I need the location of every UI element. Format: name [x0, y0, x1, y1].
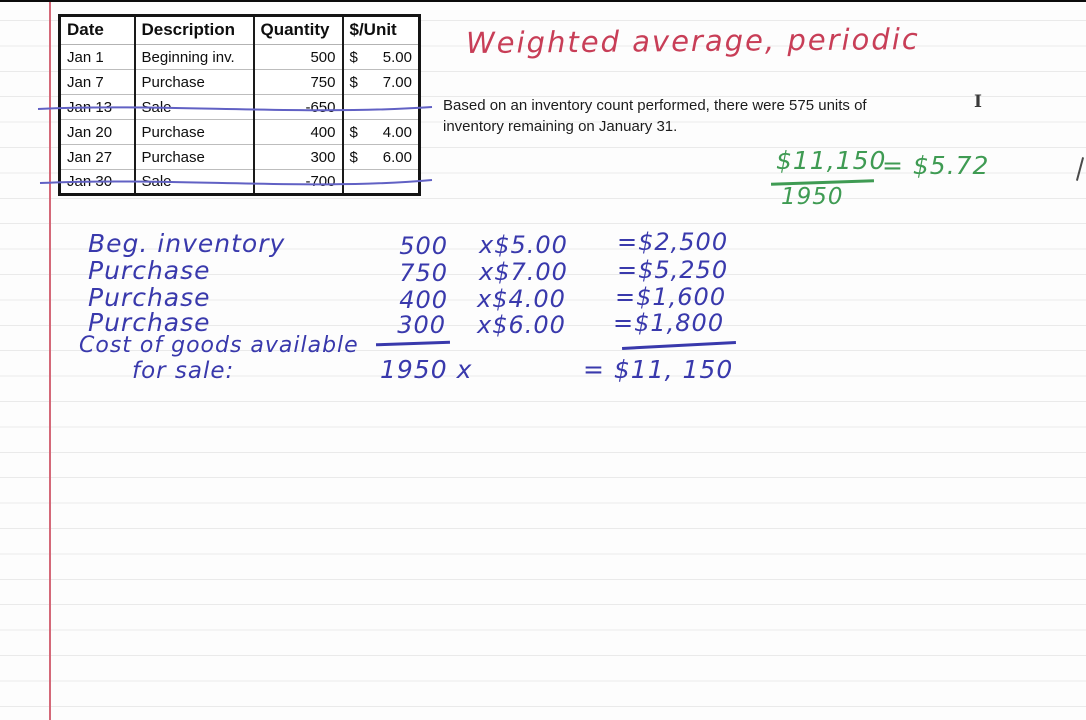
top-edge-line [0, 0, 1086, 2]
table-row: Jan 7 Purchase 750 $7.00 [59, 69, 420, 95]
cell-description: Sale [133, 169, 254, 195]
work-qty: 500 [399, 232, 448, 260]
work-footer-line1: Cost of goods available [79, 333, 359, 358]
work-total: =$5,250 [617, 256, 729, 284]
work-qty: 750 [399, 259, 448, 287]
work-total: =$2,500 [617, 228, 729, 256]
dollar-sign: $ [349, 123, 358, 141]
unit-value: 6.00 [382, 148, 412, 166]
cell-description: Purchase [133, 144, 254, 170]
work-qty: 400 [399, 286, 448, 314]
sum-underline-qty [375, 340, 451, 347]
text-cursor-ibeam: I [974, 92, 982, 112]
cell-unit: $5.00 [341, 44, 420, 70]
cell-date: Jan 13 [59, 94, 135, 120]
table-row: Jan 1 Beginning inv. 500 $5.00 [59, 44, 420, 70]
cell-unit: $4.00 [341, 119, 420, 145]
cell-quantity: -650 [252, 94, 343, 120]
cell-unit [341, 94, 420, 120]
table-header-row: Date Description Quantity $/Unit [59, 15, 420, 45]
unit-value: 4.00 [382, 123, 412, 141]
work-unit-cost: x$7.00 [479, 258, 568, 286]
cell-date: Jan 1 [59, 44, 135, 70]
green-fraction-denominator: 1950 [781, 184, 844, 210]
work-label: Purchase [88, 308, 211, 337]
work-footer-line2: for sale: [132, 358, 235, 384]
margin-line [49, 0, 51, 720]
work-total-amount: = $11, 150 [583, 355, 734, 384]
work-qty: 300 [397, 311, 446, 339]
typed-note-line1: Based on an inventory count performed, t… [443, 97, 867, 114]
sum-underline-total [621, 341, 737, 350]
unit-value: 7.00 [382, 73, 412, 91]
cell-unit: $7.00 [341, 69, 420, 95]
cell-unit: $6.00 [341, 144, 420, 170]
work-label: Beg. inventory [88, 229, 286, 258]
cell-date: Jan 20 [59, 119, 135, 145]
cell-quantity: 750 [252, 69, 343, 95]
table-row: Jan 13 Sale -650 [59, 94, 420, 120]
work-label: Purchase [88, 283, 211, 312]
cell-description: Beginning inv. [133, 44, 254, 70]
green-fraction-numerator: $11,150 [776, 146, 887, 175]
work-unit-cost: x$5.00 [479, 231, 568, 259]
cell-date: Jan 30 [59, 169, 135, 195]
cell-date: Jan 7 [59, 69, 135, 95]
cell-description: Sale [133, 94, 254, 120]
table-row: Jan 20 Purchase 400 $4.00 [59, 119, 420, 145]
work-unit-cost: x$4.00 [477, 285, 566, 313]
dollar-sign: $ [349, 148, 358, 166]
dollar-sign: $ [349, 48, 358, 66]
work-unit-cost: x$6.00 [477, 311, 566, 339]
table-row: Jan 30 Sale -700 [59, 169, 420, 195]
cell-quantity: -700 [252, 169, 343, 195]
header-description: Description [133, 15, 254, 45]
cell-quantity: 300 [252, 144, 343, 170]
cell-date: Jan 27 [59, 144, 135, 170]
handwritten-title: Weighted average, periodic [465, 22, 920, 60]
cell-unit [341, 169, 420, 195]
work-total: =$1,800 [613, 309, 725, 337]
typed-note: Based on an inventory count performed, t… [443, 95, 913, 137]
dollar-sign: $ [349, 73, 358, 91]
work-total: =$1,600 [615, 283, 727, 311]
cell-description: Purchase [133, 69, 254, 95]
header-quantity: Quantity [252, 15, 343, 45]
unit-value: 5.00 [382, 48, 412, 66]
cell-description: Purchase [133, 119, 254, 145]
inventory-table: Date Description Quantity $/Unit Jan 1 B… [58, 14, 421, 196]
cell-quantity: 500 [252, 44, 343, 70]
green-result: = $5.72 [882, 151, 990, 180]
typed-note-line2: inventory remaining on January 31. [443, 118, 678, 135]
stray-pen-mark [1075, 157, 1085, 181]
cell-quantity: 400 [252, 119, 343, 145]
table-row: Jan 27 Purchase 300 $6.00 [59, 144, 420, 170]
header-date: Date [59, 15, 135, 45]
work-total-qty: 1950 x [380, 355, 473, 384]
work-label: Purchase [88, 256, 211, 285]
header-unit: $/Unit [341, 15, 420, 45]
